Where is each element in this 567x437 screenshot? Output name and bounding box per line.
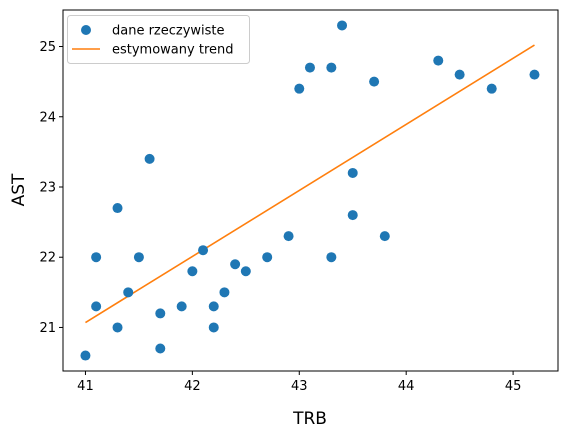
data-point	[294, 83, 305, 94]
data-point	[529, 69, 540, 80]
y-tick-label: 21	[39, 321, 56, 336]
data-point	[326, 252, 337, 263]
data-point	[219, 287, 230, 298]
x-tick-label: 44	[398, 379, 415, 394]
legend-label-trend: estymowany trend	[112, 43, 234, 58]
data-point	[240, 266, 251, 277]
legend: dane rzeczywiste estymowany trend	[67, 15, 250, 64]
data-point	[433, 55, 444, 66]
data-point	[208, 322, 219, 333]
data-point	[187, 266, 198, 277]
data-point	[454, 69, 465, 80]
data-point	[347, 167, 358, 178]
trend-layer	[85, 44, 535, 324]
legend-box	[67, 15, 250, 64]
plot-frame	[62, 9, 559, 372]
data-point	[123, 287, 134, 298]
ticks-layer: 41 42 43 44 45 21 22 23 24 25	[39, 40, 521, 394]
data-point	[347, 210, 358, 221]
data-point	[80, 350, 91, 361]
data-point	[112, 203, 123, 214]
data-point	[144, 153, 155, 164]
data-point	[91, 252, 102, 263]
y-tick-label: 25	[39, 40, 56, 55]
data-point	[262, 252, 273, 263]
x-tick-label: 41	[77, 379, 94, 394]
data-point	[369, 76, 380, 87]
data-point	[198, 245, 209, 256]
points-layer	[80, 20, 540, 361]
legend-marker-scatter	[81, 25, 91, 35]
data-point	[176, 301, 187, 312]
trend-line	[85, 44, 535, 324]
data-point	[230, 259, 241, 270]
y-tick-label: 22	[39, 251, 56, 266]
data-point	[379, 231, 390, 242]
data-point	[155, 343, 166, 354]
data-point	[155, 308, 166, 319]
data-point	[326, 62, 337, 73]
y-axis-title: AST	[9, 173, 29, 206]
data-point	[283, 231, 294, 242]
data-point	[486, 83, 497, 94]
y-tick-label: 24	[39, 110, 56, 125]
x-tick-label: 42	[184, 379, 201, 394]
data-point	[304, 62, 315, 73]
x-axis-title: TRB	[292, 409, 327, 429]
x-tick-label: 43	[291, 379, 308, 394]
y-tick-label: 23	[39, 180, 56, 195]
x-tick-label: 45	[505, 379, 522, 394]
data-point	[91, 301, 102, 312]
legend-label-scatter: dane rzeczywiste	[112, 24, 225, 39]
data-point	[133, 252, 144, 263]
data-point	[112, 322, 123, 333]
data-point	[337, 20, 348, 31]
data-point	[208, 301, 219, 312]
